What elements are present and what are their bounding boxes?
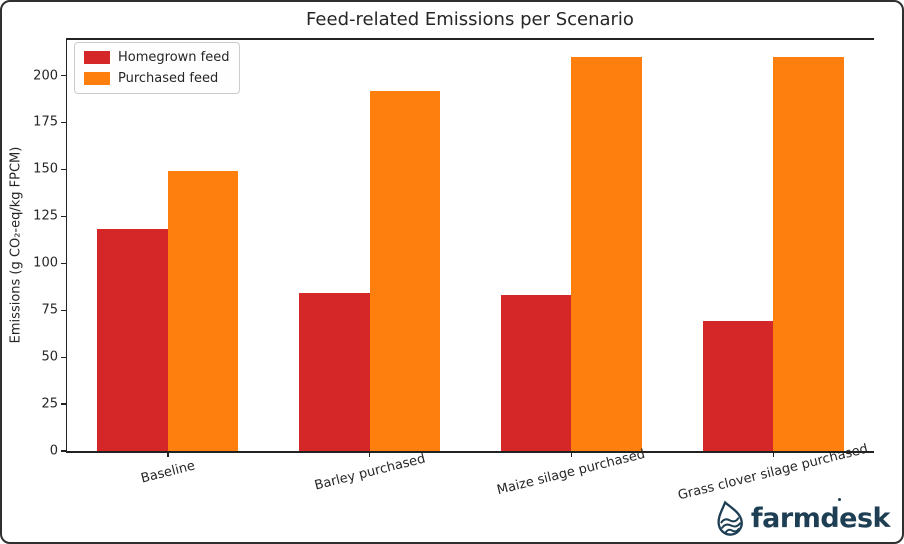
y-tick-label: 75	[41, 302, 58, 318]
y-tick-mark	[61, 309, 66, 311]
y-tick-mark	[61, 356, 66, 358]
farmdesk-droplet-icon	[717, 500, 743, 536]
y-tick-mark	[61, 403, 66, 405]
y-tick-mark	[61, 262, 66, 264]
bar-homegrown-feed-2	[500, 295, 572, 451]
bar-homegrown-feed-0	[97, 229, 168, 451]
y-tick-mark	[61, 121, 66, 124]
x-tick-label: Barley purchased	[312, 451, 427, 494]
bar-homegrown-feed-3	[702, 321, 774, 451]
y-tick-label: 0	[49, 443, 58, 459]
legend-swatch-purchased	[84, 72, 110, 85]
x-tick-mark	[570, 452, 573, 457]
y-tick-label: 125	[33, 208, 58, 224]
y-tick-mark	[61, 215, 66, 218]
x-tick-mark	[369, 452, 371, 457]
x-tick-label: Baseline	[139, 458, 197, 487]
bar-homegrown-feed-1	[299, 293, 370, 451]
bar-purchased-feed-3	[773, 56, 844, 451]
x-tick-mark	[167, 452, 169, 457]
y-tick-mark	[61, 450, 66, 452]
x-tick-mark	[772, 452, 774, 457]
legend-item-homegrown: Homegrown feed	[84, 50, 229, 65]
chart-title: Feed-related Emissions per Scenario	[306, 9, 634, 30]
plot-area: Homegrown feed Purchased feed	[67, 38, 874, 451]
axis-spine-bottom	[65, 451, 874, 453]
axis-spine-left	[65, 38, 67, 453]
y-tick-label: 25	[41, 396, 58, 412]
legend: Homegrown feed Purchased feed	[74, 42, 241, 94]
legend-label: Homegrown feed	[118, 50, 230, 65]
farmdesk-logo-text: farmdesk	[750, 502, 891, 534]
y-tick-mark	[61, 74, 66, 77]
farmdesk-logo: farmdesk	[713, 500, 891, 536]
legend-item-purchased: Purchased feed	[84, 71, 229, 86]
bar-purchased-feed-2	[571, 56, 642, 451]
y-tick-label: 100	[33, 255, 58, 271]
y-tick-label: 150	[33, 161, 58, 177]
bar-purchased-feed-0	[167, 171, 239, 451]
logo-dot	[838, 498, 841, 501]
bar-purchased-feed-1	[369, 90, 441, 451]
legend-label: Purchased feed	[118, 71, 219, 86]
legend-swatch-homegrown	[84, 51, 110, 64]
axis-spine-top	[65, 38, 874, 40]
y-tick-mark	[61, 168, 66, 171]
y-tick-label: 200	[33, 68, 58, 84]
y-tick-label: 175	[33, 114, 58, 130]
y-tick-label: 50	[41, 349, 58, 365]
